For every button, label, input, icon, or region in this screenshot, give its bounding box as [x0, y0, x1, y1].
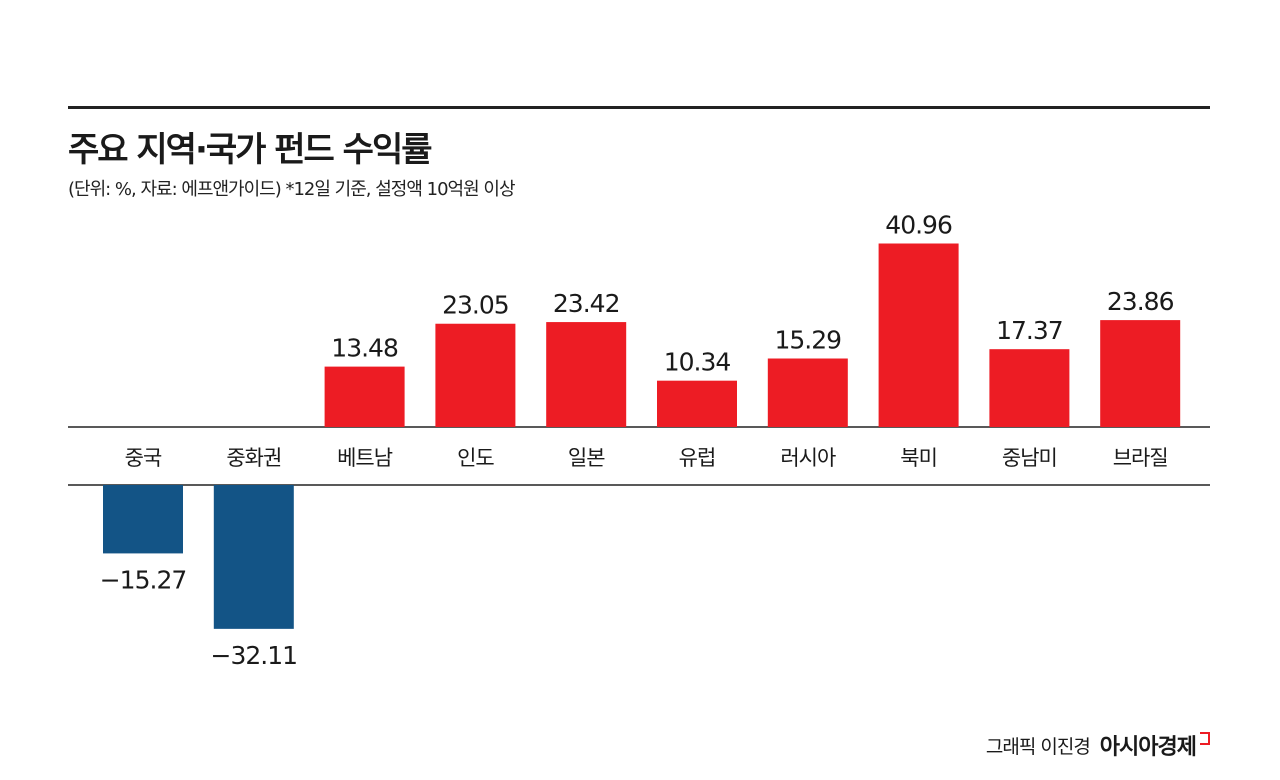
category-label: 러시아: [780, 446, 836, 470]
data-label: 23.05: [442, 291, 509, 320]
data-label: 13.48: [331, 334, 398, 363]
bar: [435, 323, 516, 427]
data-label: 15.29: [775, 326, 842, 355]
brand-logo: 아시아경제: [1099, 735, 1197, 760]
bar: [103, 485, 183, 554]
bar: [213, 485, 294, 629]
bar: [1100, 320, 1181, 427]
data-label: 17.37: [996, 316, 1063, 345]
bar: [657, 380, 737, 427]
chart-subtitle: (단위: %, 자료: 에프앤가이드) *12일 기준, 설정액 10억원 이상: [68, 179, 516, 200]
category-label: 인도: [457, 446, 494, 470]
category-label: 베트남: [337, 446, 393, 470]
category-label: 일본: [568, 446, 605, 470]
data-label: −32.11: [211, 641, 298, 670]
category-label: 유럽: [679, 446, 716, 470]
chart-title: 주요 지역·국가 펀드 수익률: [68, 130, 433, 170]
bar: [767, 358, 848, 427]
category-label: 북미: [900, 446, 937, 470]
data-label: −15.27: [100, 565, 187, 594]
category-label: 브라질: [1113, 446, 1168, 470]
data-label: 10.34: [664, 348, 731, 377]
category-label: 중화권: [226, 446, 281, 470]
brand-mark-icon: [1200, 731, 1210, 745]
data-label: 40.96: [885, 210, 952, 239]
bar: [989, 349, 1070, 427]
category-label: 중남미: [1002, 446, 1057, 470]
bar: [878, 243, 959, 427]
bar: [546, 322, 627, 427]
data-label: 23.42: [553, 289, 620, 318]
credit: 그래픽 이진경 아시아경제: [986, 729, 1210, 761]
bar: [324, 366, 405, 427]
data-label: 23.86: [1107, 287, 1174, 316]
top-rule: [68, 106, 1210, 109]
category-label: 중국: [125, 446, 162, 470]
credit-text: 그래픽 이진경: [985, 735, 1091, 758]
